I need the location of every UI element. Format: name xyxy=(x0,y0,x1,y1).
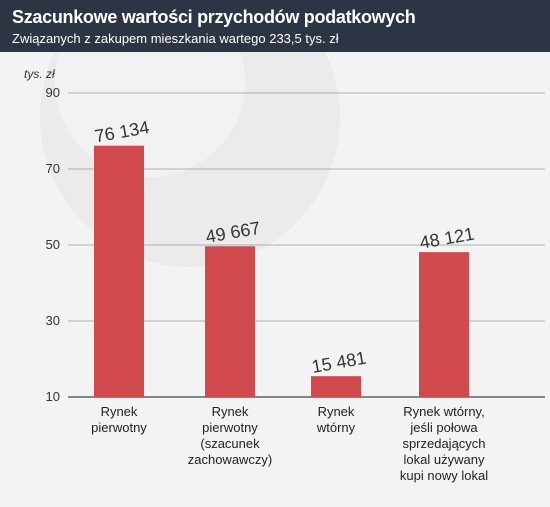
x-tick-label-line: wtórny xyxy=(316,420,356,435)
y-tick-label: 50 xyxy=(46,237,60,252)
x-tick-label: Rynek pierwotny (szacunek zachowawczy) xyxy=(170,404,290,468)
x-tick-label-line: Rynek xyxy=(100,404,138,419)
data-label: 15 481 xyxy=(310,348,368,377)
x-tick-label-line: Rynek xyxy=(317,404,355,419)
x-tick-label-line: sprzedających xyxy=(402,436,486,451)
data-label: 49 667 xyxy=(204,218,262,247)
x-tick-label: Rynek wtórny xyxy=(276,404,396,436)
y-tick-label: 70 xyxy=(46,161,60,176)
x-tick-label-line: (szacunek xyxy=(200,436,260,451)
chart-subtitle: Związanych z zakupem mieszkania wartego … xyxy=(12,31,339,46)
x-tick-label-line: kupi nowy lokal xyxy=(399,468,489,483)
x-tick-label-line: zachowawczy) xyxy=(187,452,273,467)
x-tick-label-line: Rynek wtórny, xyxy=(403,404,485,419)
bar xyxy=(419,252,469,397)
chart-title: Szacunkowe wartości przychodów podatkowy… xyxy=(12,7,416,27)
x-tick-label-line: jeśli połowa xyxy=(410,420,478,435)
x-tick-label: Rynek wtórny, jeśli połowa sprzedających lo… xyxy=(384,404,504,484)
bar xyxy=(311,376,361,397)
y-tick-label: 90 xyxy=(46,85,60,100)
y-tick-label: 30 xyxy=(46,313,60,328)
x-tick-label: Rynek pierwotny xyxy=(59,404,179,436)
chart-header: Szacunkowe wartości przychodów podatkowy… xyxy=(0,0,550,52)
x-tick-label-line: pierwotny xyxy=(202,420,258,435)
bar xyxy=(94,145,144,397)
x-tick-label-line: Rynek xyxy=(211,404,249,419)
y-axis-unit-label: tys. zł xyxy=(24,67,55,81)
y-tick-label: 10 xyxy=(46,389,60,404)
data-label: 48 121 xyxy=(418,224,476,253)
data-label: 76 134 xyxy=(93,117,151,146)
x-tick-label-line: pierwotny xyxy=(91,420,147,435)
x-tick-label-line: lokal używany xyxy=(403,452,485,467)
bar xyxy=(205,246,255,397)
